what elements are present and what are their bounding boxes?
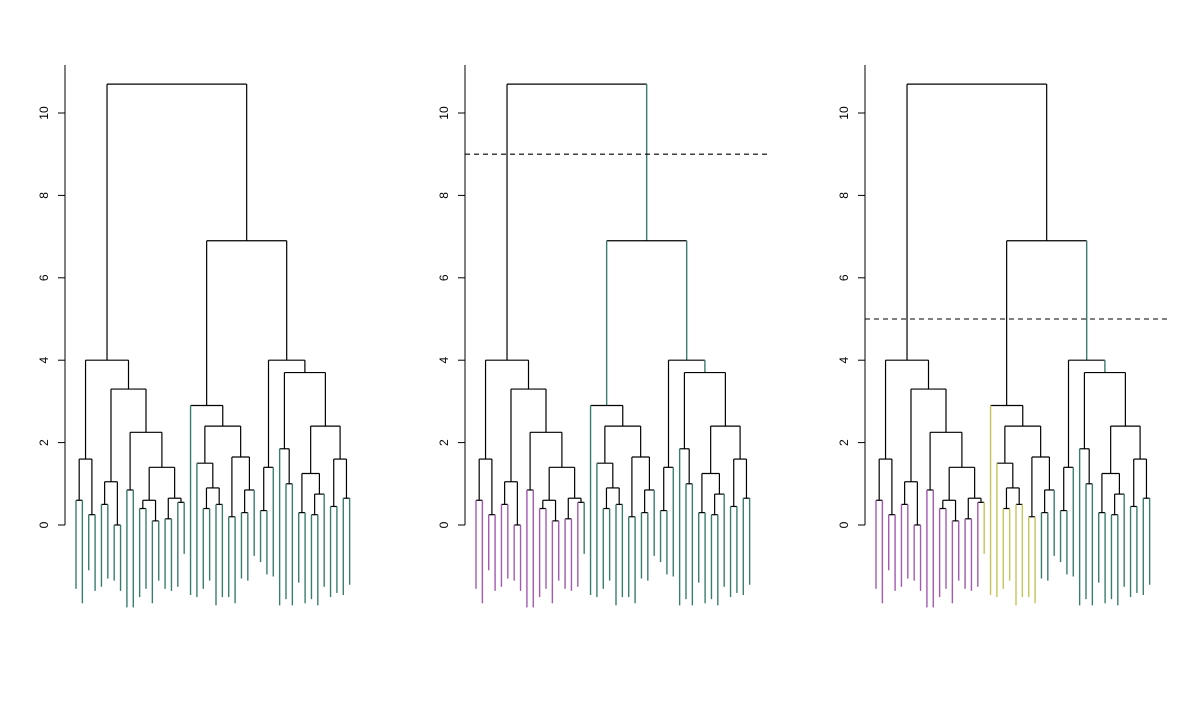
y-tick-label: 8	[837, 192, 851, 199]
dendrogram-panel-2: 0 2 4 6 8 10	[437, 65, 767, 608]
dendrogram-panel-3: 0 2 4 6 8 10	[837, 65, 1167, 608]
y-tick-label: 10	[437, 106, 451, 120]
y-tick-label: 6	[437, 274, 451, 281]
y-tick-label: 2	[437, 439, 451, 446]
y-tick-label: 8	[37, 192, 51, 199]
y-tick-label: 8	[437, 192, 451, 199]
dendrogram-panel-1: 0 2 4 6 8 10	[37, 65, 351, 608]
y-tick-label: 0	[37, 521, 51, 528]
y-tick-label: 2	[837, 439, 851, 446]
y-tick-label: 10	[37, 106, 51, 120]
y-tick-label: 0	[837, 521, 851, 528]
y-tick-label: 4	[837, 357, 851, 364]
y-tick-label: 2	[37, 439, 51, 446]
y-tick-label: 6	[37, 274, 51, 281]
y-tick-label: 6	[837, 274, 851, 281]
y-tick-label: 4	[437, 357, 451, 364]
y-tick-label: 10	[837, 106, 851, 120]
y-tick-label: 0	[437, 521, 451, 528]
y-tick-label: 4	[37, 357, 51, 364]
